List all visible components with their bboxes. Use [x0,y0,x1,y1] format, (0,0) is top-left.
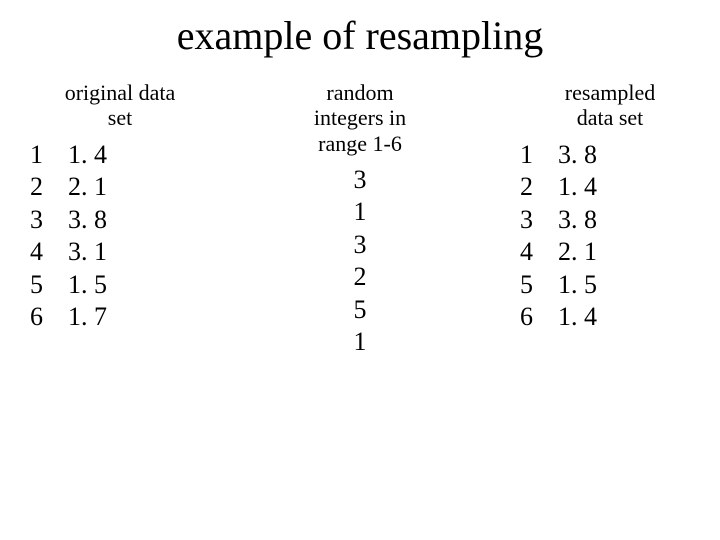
data-row: 1 1. 4 [30,139,210,172]
resampled-data-list: 1 3. 8 2 1. 4 3 3. 8 4 2. 1 5 1. 5 6 1. … [520,139,700,334]
data-row: 5 1. 5 [30,269,210,302]
column-original-heading: original data set [30,80,210,131]
row-value: 2. 1 [546,236,597,269]
heading-line: range 1-6 [270,131,450,156]
row-index: 1 [520,139,546,172]
page-title: example of resampling [0,12,720,59]
row-value: 3. 8 [546,204,597,237]
list-item: 1 [270,326,450,359]
slide: example of resampling original data set … [0,0,720,540]
data-row: 6 1. 7 [30,301,210,334]
column-original: original data set 1 1. 4 2 2. 1 3 3. 8 4… [30,80,210,334]
column-resampled: resampled data set 1 3. 8 2 1. 4 3 3. 8 … [520,80,700,334]
data-row: 3 3. 8 [30,204,210,237]
data-row: 1 3. 8 [520,139,700,172]
row-index: 4 [30,236,56,269]
data-row: 4 3. 1 [30,236,210,269]
data-row: 4 2. 1 [520,236,700,269]
row-value: 2. 1 [56,171,107,204]
random-integers-list: 3 1 3 2 5 1 [270,164,450,359]
heading-line: data set [520,105,700,130]
heading-line: original data [30,80,210,105]
list-item: 3 [270,229,450,262]
row-value: 1. 7 [56,301,107,334]
heading-line: integers in [270,105,450,130]
row-value: 1. 5 [56,269,107,302]
column-resampled-heading: resampled data set [520,80,700,131]
heading-line: set [30,105,210,130]
column-random: random integers in range 1-6 3 1 3 2 5 1 [270,80,450,359]
row-value: 1. 4 [56,139,107,172]
column-random-heading: random integers in range 1-6 [270,80,450,156]
data-row: 3 3. 8 [520,204,700,237]
list-item: 3 [270,164,450,197]
row-index: 6 [30,301,56,334]
original-data-list: 1 1. 4 2 2. 1 3 3. 8 4 3. 1 5 1. 5 6 1. … [30,139,210,334]
row-value: 3. 1 [56,236,107,269]
data-row: 2 1. 4 [520,171,700,204]
heading-line: random [270,80,450,105]
row-value: 3. 8 [56,204,107,237]
row-index: 5 [520,269,546,302]
row-index: 2 [30,171,56,204]
row-value: 1. 4 [546,171,597,204]
row-value: 1. 5 [546,269,597,302]
row-index: 6 [520,301,546,334]
list-item: 5 [270,294,450,327]
heading-line: resampled [520,80,700,105]
row-index: 1 [30,139,56,172]
row-index: 2 [520,171,546,204]
data-row: 2 2. 1 [30,171,210,204]
row-index: 3 [520,204,546,237]
list-item: 1 [270,196,450,229]
row-value: 1. 4 [546,301,597,334]
row-index: 5 [30,269,56,302]
row-index: 4 [520,236,546,269]
data-row: 5 1. 5 [520,269,700,302]
row-value: 3. 8 [546,139,597,172]
data-row: 6 1. 4 [520,301,700,334]
list-item: 2 [270,261,450,294]
row-index: 3 [30,204,56,237]
